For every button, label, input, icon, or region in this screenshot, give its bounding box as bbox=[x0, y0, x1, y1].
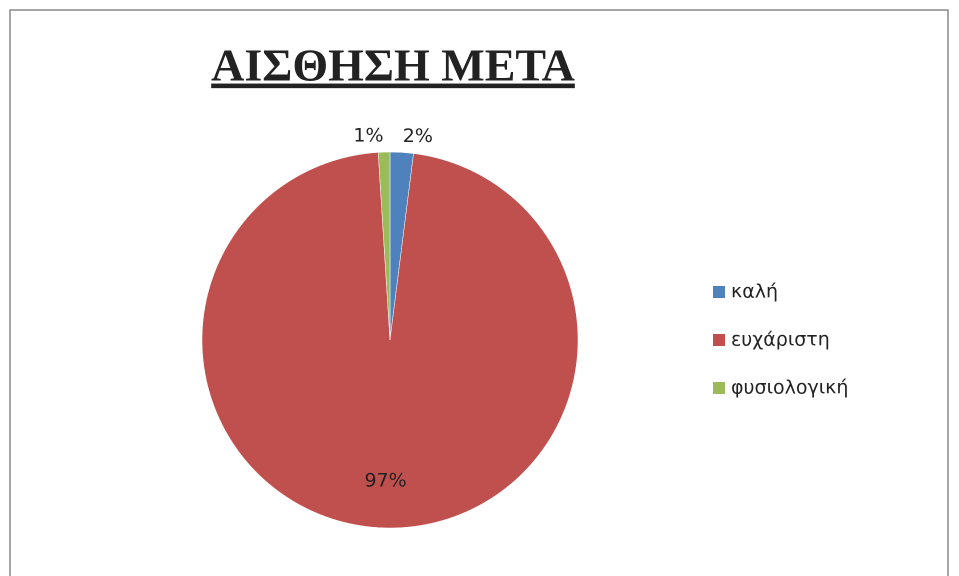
legend-label: φυσιολογική bbox=[731, 377, 848, 399]
legend-swatch bbox=[713, 286, 725, 298]
data-label: 97% bbox=[364, 469, 406, 491]
pie-slice bbox=[377, 151, 391, 341]
chart-title: ΑΙΣΘΗΣΗ ΜΕΤΑ bbox=[211, 40, 575, 91]
data-label: 1% bbox=[353, 125, 383, 147]
data-label: 2% bbox=[403, 125, 433, 147]
legend-label: ευχάριστη bbox=[731, 329, 830, 351]
legend-swatch bbox=[713, 382, 725, 394]
legend-label: καλή bbox=[731, 281, 778, 303]
pie-slice bbox=[201, 152, 579, 529]
legend-swatch bbox=[713, 334, 725, 346]
